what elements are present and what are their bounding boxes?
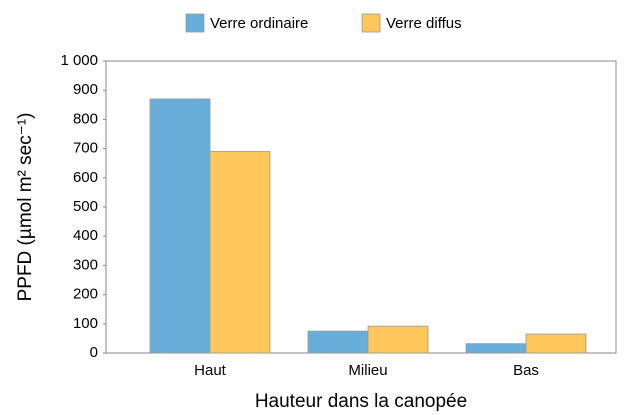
legend-swatch bbox=[361, 13, 381, 33]
x-axis-title: Hauteur dans la canopée bbox=[255, 391, 467, 412]
y-tick-label: 200 bbox=[73, 286, 98, 303]
x-tick-label: Haut bbox=[194, 362, 227, 379]
y-tick-label: 300 bbox=[73, 256, 98, 273]
y-tick-label: 900 bbox=[73, 81, 98, 98]
y-tick-label: 100 bbox=[73, 315, 98, 332]
legend-label: Verre ordinaire bbox=[210, 15, 308, 32]
bar bbox=[525, 333, 587, 354]
bar bbox=[465, 343, 527, 354]
x-tick-label: Bas bbox=[513, 362, 539, 379]
y-tick-label: 600 bbox=[73, 169, 98, 186]
y-tick-label: 800 bbox=[73, 110, 98, 127]
y-tick-label: 400 bbox=[73, 227, 98, 244]
y-tick-label: 700 bbox=[73, 140, 98, 157]
bar bbox=[209, 151, 271, 354]
bar bbox=[367, 325, 429, 354]
y-tick-label: 0 bbox=[90, 344, 98, 361]
legend-swatch bbox=[185, 13, 205, 33]
y-tick-label: 1 000 bbox=[60, 52, 98, 69]
y-tick-label: 500 bbox=[73, 198, 98, 215]
bar bbox=[149, 98, 211, 354]
bar bbox=[307, 330, 369, 354]
x-tick-label: Milieu bbox=[348, 362, 387, 379]
legend-label: Verre diffus bbox=[386, 15, 462, 32]
y-axis-title: PPFD (µmol m² sec⁻¹) bbox=[15, 113, 36, 302]
